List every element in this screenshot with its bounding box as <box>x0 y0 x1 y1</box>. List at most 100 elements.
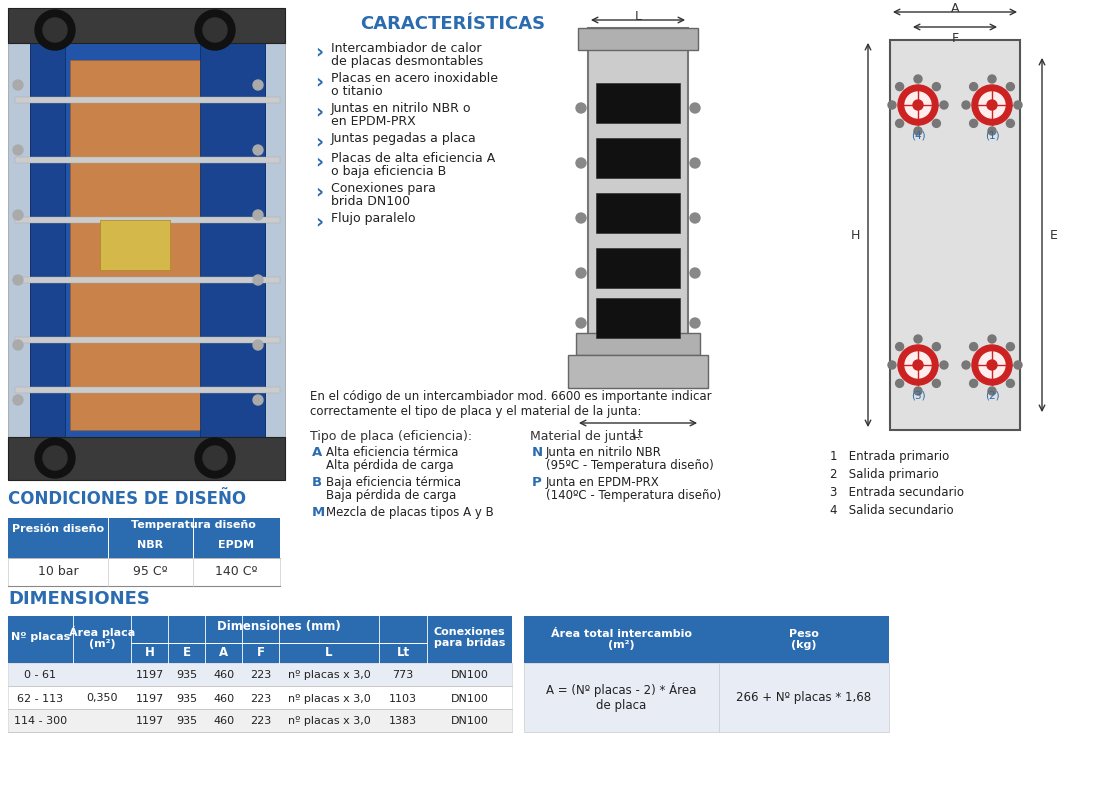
Bar <box>8 616 512 663</box>
Text: Junta en EPDM-PRX: Junta en EPDM-PRX <box>546 476 660 489</box>
Text: 773: 773 <box>392 671 414 681</box>
Circle shape <box>253 210 263 220</box>
Text: Alta pérdida de carga: Alta pérdida de carga <box>326 459 454 472</box>
Circle shape <box>195 438 235 478</box>
Circle shape <box>970 343 978 351</box>
Text: Conexiones
para bridas: Conexiones para bridas <box>434 626 505 649</box>
Circle shape <box>987 100 997 110</box>
Bar <box>719 663 889 732</box>
Text: Lt: Lt <box>632 428 644 441</box>
Circle shape <box>888 101 896 109</box>
Text: nº placas x 3,0: nº placas x 3,0 <box>288 693 370 704</box>
Text: 1383: 1383 <box>389 716 417 727</box>
Text: F: F <box>256 646 264 659</box>
Text: EPDM: EPDM <box>219 540 254 550</box>
Text: ›: › <box>316 132 323 151</box>
Text: 95 Cº: 95 Cº <box>133 565 167 578</box>
Bar <box>14 277 280 283</box>
Text: (4): (4) <box>911 130 925 140</box>
Text: N: N <box>532 446 543 459</box>
Circle shape <box>972 345 1012 385</box>
Circle shape <box>13 275 23 285</box>
Text: (3): (3) <box>911 390 925 400</box>
Text: ›: › <box>316 152 323 171</box>
Bar <box>8 709 512 732</box>
Circle shape <box>970 379 978 388</box>
Text: 4   Salida secundario: 4 Salida secundario <box>830 504 953 517</box>
Circle shape <box>970 83 978 91</box>
Text: L: L <box>326 646 332 659</box>
Circle shape <box>690 268 700 278</box>
Circle shape <box>898 345 938 385</box>
Circle shape <box>576 158 586 168</box>
Circle shape <box>690 103 700 113</box>
Circle shape <box>1007 343 1015 351</box>
Text: E: E <box>1050 229 1058 241</box>
Bar <box>8 518 280 558</box>
Circle shape <box>905 352 931 378</box>
Text: M: M <box>312 506 326 519</box>
Bar <box>890 40 1020 430</box>
Text: CARACTERÍSTICAS: CARACTERÍSTICAS <box>360 15 545 33</box>
Bar <box>524 616 719 663</box>
Circle shape <box>690 318 700 328</box>
Circle shape <box>895 83 903 91</box>
Circle shape <box>895 379 903 388</box>
Text: (1): (1) <box>985 130 999 140</box>
Circle shape <box>13 210 23 220</box>
Text: 1197: 1197 <box>135 671 164 681</box>
Text: A: A <box>219 646 229 659</box>
Bar <box>70 60 225 430</box>
Circle shape <box>970 120 978 128</box>
Circle shape <box>913 100 923 110</box>
Circle shape <box>898 85 938 125</box>
Text: ›: › <box>316 42 323 61</box>
Circle shape <box>914 387 922 395</box>
Circle shape <box>913 360 923 370</box>
Text: Juntas pegadas a placa: Juntas pegadas a placa <box>331 132 477 145</box>
Circle shape <box>932 343 940 351</box>
Circle shape <box>987 360 997 370</box>
Bar <box>14 387 280 393</box>
Circle shape <box>576 318 586 328</box>
Circle shape <box>13 80 23 90</box>
Text: Baja pérdida de carga: Baja pérdida de carga <box>326 489 456 502</box>
Text: A: A <box>312 446 322 459</box>
Text: DN100: DN100 <box>450 716 488 727</box>
Circle shape <box>690 158 700 168</box>
Circle shape <box>914 127 922 135</box>
Bar <box>8 558 280 586</box>
Text: 140 Cº: 140 Cº <box>215 565 258 578</box>
Circle shape <box>932 83 940 91</box>
Text: DN100: DN100 <box>450 671 488 681</box>
Text: o titanio: o titanio <box>331 85 382 98</box>
Circle shape <box>988 387 996 395</box>
Bar <box>597 138 680 178</box>
Text: 460: 460 <box>213 693 234 704</box>
Text: A: A <box>951 2 959 15</box>
Circle shape <box>576 213 586 223</box>
Bar <box>719 616 889 663</box>
Circle shape <box>43 18 67 42</box>
Circle shape <box>962 361 970 369</box>
Text: Flujo paralelo: Flujo paralelo <box>331 212 416 225</box>
Bar <box>8 663 512 686</box>
Circle shape <box>972 85 1012 125</box>
Circle shape <box>690 213 700 223</box>
Circle shape <box>914 335 922 343</box>
Text: 223: 223 <box>250 671 271 681</box>
Text: 62 - 113: 62 - 113 <box>18 693 64 704</box>
Bar <box>200 30 265 460</box>
Text: 10 bar: 10 bar <box>38 565 78 578</box>
Circle shape <box>195 10 235 50</box>
Text: P: P <box>532 476 542 489</box>
Bar <box>8 437 285 480</box>
Circle shape <box>988 335 996 343</box>
Text: Placas en acero inoxidable: Placas en acero inoxidable <box>331 72 498 85</box>
Bar <box>14 337 280 343</box>
Circle shape <box>914 75 922 83</box>
Text: 0,350: 0,350 <box>86 693 118 704</box>
Text: ›: › <box>316 72 323 91</box>
Circle shape <box>888 361 896 369</box>
Text: 1   Entrada primario: 1 Entrada primario <box>830 450 949 463</box>
